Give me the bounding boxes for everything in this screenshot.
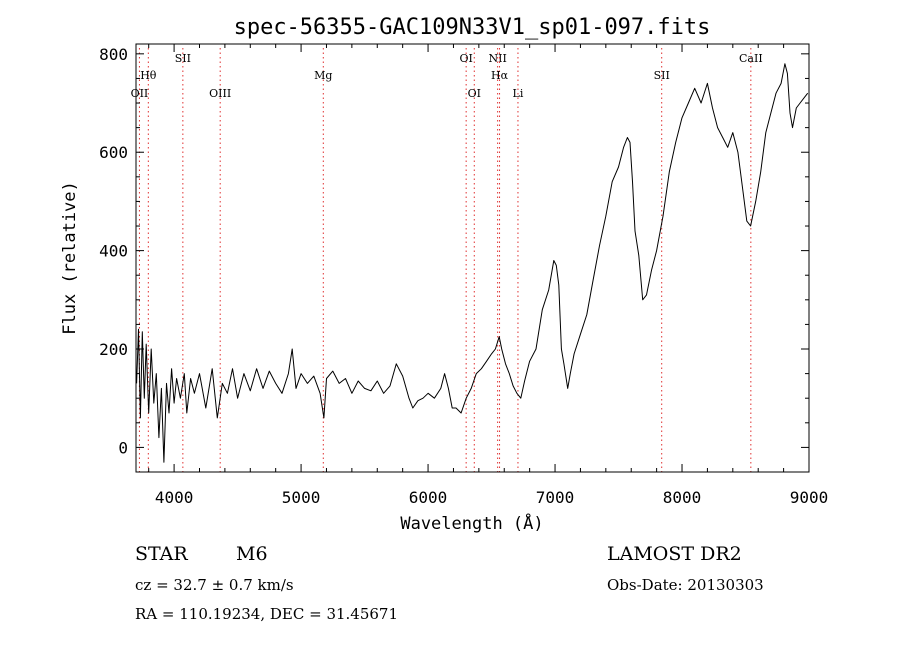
spectral-line-label: Mg	[314, 69, 332, 82]
spectral-line-label: OI	[468, 87, 481, 100]
x-axis-label: Wavelength (Å)	[400, 512, 543, 534]
spectral-line-label: SII	[654, 69, 670, 82]
y-tick-label: 0	[118, 438, 128, 457]
x-tick-label: 6000	[409, 488, 448, 507]
spectral-line-label: SII	[175, 52, 191, 65]
coordinates: RA = 110.19234, DEC = 31.45671	[135, 605, 398, 623]
y-tick-label: 200	[99, 340, 128, 359]
spectral-lines-layer: Hθ OII SII OIII Mg OI OI NII Hα Li SII CaII	[131, 48, 763, 472]
x-tick-label: 9000	[790, 488, 829, 507]
y-axis-label: Flux (relative)	[60, 181, 80, 335]
redshift-cz: cz = 32.7 ± 0.7 km/s	[135, 576, 294, 594]
y-axis-ticks: 0 200 400 600 800	[99, 45, 809, 457]
spectral-line-label: OIII	[209, 87, 231, 100]
spectral-line-label: NII	[488, 52, 506, 65]
observation-date: Obs-Date: 20130303	[607, 576, 764, 594]
x-tick-label: 4000	[155, 488, 194, 507]
y-tick-label: 400	[99, 242, 128, 261]
object-class: STAR	[135, 543, 188, 565]
chart-title: spec-56355-GAC109N33V1_sp01-097.fits	[234, 15, 711, 40]
spectral-line-label: OII	[131, 87, 149, 100]
plot-frame	[135, 43, 810, 473]
spectral-line-label: Hθ	[140, 69, 157, 82]
object-subclass: M6	[236, 543, 268, 565]
spectral-line-label: CaII	[739, 52, 763, 65]
spectrum-series-line	[136, 63, 809, 463]
x-tick-label: 5000	[282, 488, 321, 507]
x-tick-label: 7000	[536, 488, 575, 507]
x-axis-ticks: 4000 5000 6000 7000 8000 9000	[148, 44, 829, 507]
x-tick-label: 8000	[663, 488, 702, 507]
survey-name: LAMOST DR2	[607, 543, 742, 565]
y-tick-label: 800	[99, 45, 128, 64]
y-tick-label: 600	[99, 143, 128, 162]
spectral-line-label: Hα	[491, 69, 509, 82]
spectral-line-label: OI	[459, 52, 472, 65]
spectral-line-label: Li	[513, 87, 524, 100]
